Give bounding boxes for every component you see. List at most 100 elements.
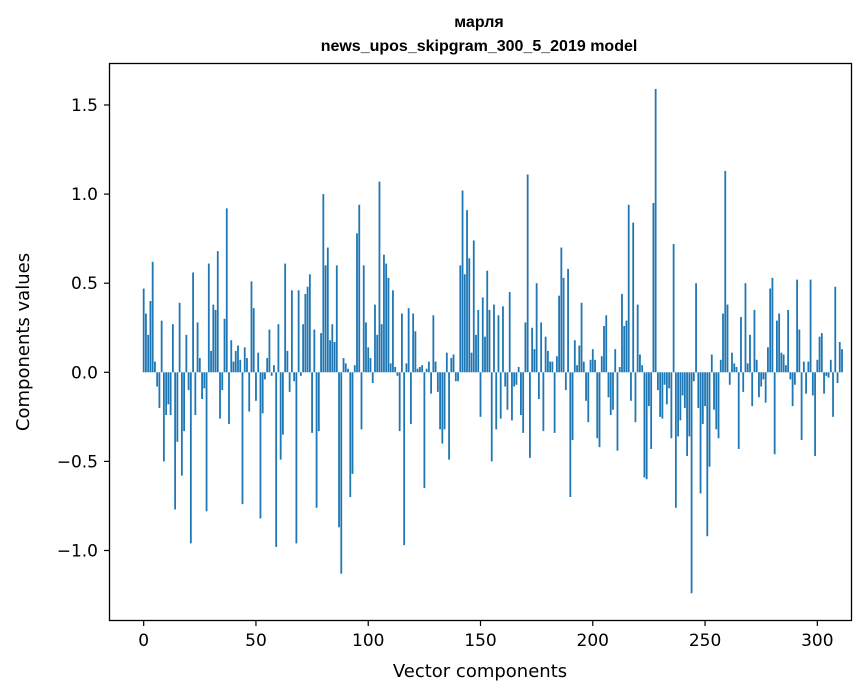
bar-284 xyxy=(780,352,783,373)
y-tick-label-3: 0.5 xyxy=(71,274,98,294)
bar-229 xyxy=(656,372,659,391)
x-tick-label-200: 200 xyxy=(577,631,609,651)
bar-117 xyxy=(405,363,408,373)
bar-232 xyxy=(663,372,666,385)
bar-37 xyxy=(225,208,228,373)
bar-42 xyxy=(237,345,239,373)
bar-149 xyxy=(477,309,480,373)
bar-129 xyxy=(432,315,435,373)
bar-287 xyxy=(787,309,790,373)
x-tick-label-250: 250 xyxy=(689,631,721,651)
chart-subtitle: news_upos_skipgram_300_5_2019 model xyxy=(321,38,638,55)
bar-174 xyxy=(533,349,536,373)
bar-25 xyxy=(198,358,201,373)
bar-40 xyxy=(232,361,235,373)
bar-194 xyxy=(578,345,581,373)
bar-72 xyxy=(304,293,307,373)
bar-172 xyxy=(529,372,531,458)
bar-97 xyxy=(360,372,363,430)
bar-177 xyxy=(540,322,543,373)
bar-187 xyxy=(562,277,565,373)
bar-181 xyxy=(549,361,552,373)
x-axis-label: Vector components xyxy=(393,661,567,682)
bar-215 xyxy=(625,320,628,373)
bar-272 xyxy=(753,309,756,373)
bar-294 xyxy=(802,361,805,373)
bar-26 xyxy=(201,372,203,400)
bar-288 xyxy=(789,372,792,380)
bar-212 xyxy=(618,366,621,373)
bar-116 xyxy=(403,372,406,546)
bar-73 xyxy=(306,286,309,373)
bar-50 xyxy=(255,372,257,401)
bar-60 xyxy=(277,324,280,373)
bar-18 xyxy=(183,372,185,432)
bar-155 xyxy=(490,372,493,462)
bar-304 xyxy=(825,372,828,376)
bar-154 xyxy=(488,309,491,373)
bar-63 xyxy=(284,263,287,373)
bar-254 xyxy=(713,372,715,410)
bar-214 xyxy=(623,325,626,373)
bar-204 xyxy=(600,356,603,373)
bar-159 xyxy=(499,372,502,419)
y-tick-label-4: 1.0 xyxy=(71,185,98,205)
bar-178 xyxy=(542,372,545,432)
bar-115 xyxy=(401,313,403,373)
bar-253 xyxy=(710,354,713,373)
y-tick-label-0: −1.0 xyxy=(57,542,98,562)
bar-92 xyxy=(349,372,352,498)
bar-141 xyxy=(459,265,462,373)
bar-299 xyxy=(814,372,816,457)
bar-201 xyxy=(594,359,596,373)
bar-160 xyxy=(502,306,504,373)
bar-296 xyxy=(807,361,810,373)
bar-32 xyxy=(214,309,217,373)
bar-226 xyxy=(650,372,653,449)
bar-146 xyxy=(470,352,473,373)
bar-255 xyxy=(715,372,718,430)
bar-307 xyxy=(832,372,834,417)
bar-14 xyxy=(174,372,177,510)
bar-222 xyxy=(641,365,644,373)
bar-258 xyxy=(722,313,724,373)
bar-256 xyxy=(717,372,720,439)
bar-17 xyxy=(180,372,183,476)
bar-126 xyxy=(425,368,428,373)
bar-120 xyxy=(412,313,415,373)
bar-311 xyxy=(841,349,843,373)
bar-20 xyxy=(187,372,190,391)
bar-65 xyxy=(288,372,291,392)
bar-158 xyxy=(497,315,500,373)
bar-43 xyxy=(239,359,242,373)
bar-152 xyxy=(484,336,486,373)
bar-271 xyxy=(751,372,754,407)
bar-282 xyxy=(776,320,778,373)
bar-49 xyxy=(252,308,255,373)
bar-85 xyxy=(333,342,336,373)
bar-270 xyxy=(749,334,751,373)
bar-67 xyxy=(293,372,296,382)
bar-70 xyxy=(299,372,302,376)
bar-303 xyxy=(823,372,825,394)
bar-184 xyxy=(555,356,558,373)
bar-195 xyxy=(580,302,583,373)
bar-125 xyxy=(423,372,426,489)
bar-35 xyxy=(221,372,224,391)
bar-280 xyxy=(771,277,774,373)
bar-1 xyxy=(145,313,147,373)
bar-119 xyxy=(409,372,412,424)
bar-124 xyxy=(421,365,424,373)
bar-173 xyxy=(531,327,534,373)
bar-153 xyxy=(486,270,489,373)
bar-147 xyxy=(472,240,475,373)
bar-166 xyxy=(515,372,518,385)
bar-61 xyxy=(279,372,282,460)
bar-56 xyxy=(268,329,271,373)
bar-308 xyxy=(834,286,837,373)
bar-106 xyxy=(380,324,383,373)
bar-198 xyxy=(587,372,590,423)
bar-54 xyxy=(264,372,266,380)
bar-203 xyxy=(598,372,601,448)
bar-224 xyxy=(645,372,648,480)
